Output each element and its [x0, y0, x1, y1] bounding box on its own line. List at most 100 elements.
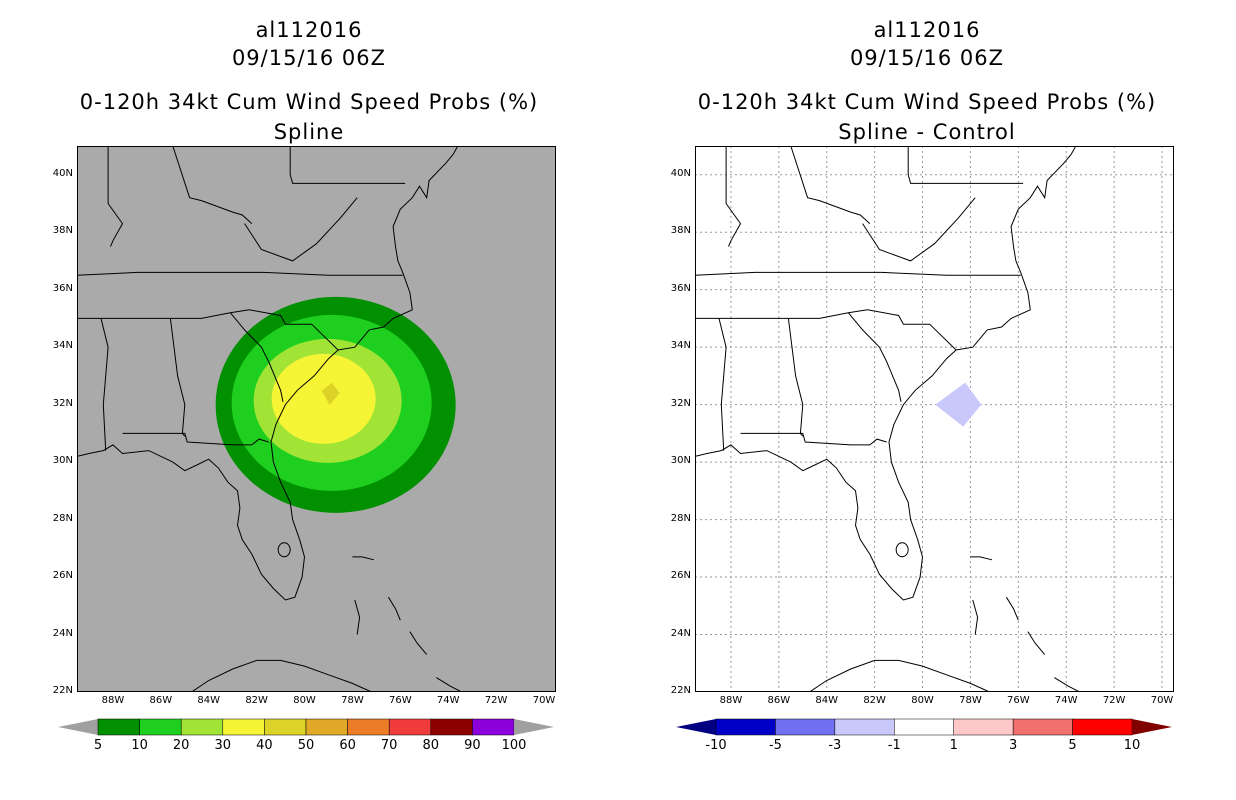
lon-tick-label: 78W — [959, 695, 982, 706]
bahamas-island — [436, 677, 463, 692]
cuba-coastline — [808, 659, 990, 692]
state-boundary — [787, 318, 804, 437]
lat-tick-label: 22N — [52, 685, 73, 696]
colorbar-label: 5 — [1068, 738, 1077, 753]
state-boundary — [725, 146, 742, 247]
probability-contour-40 — [321, 382, 340, 405]
state-boundary — [229, 312, 284, 402]
colorbar-label: -3 — [828, 738, 842, 753]
state-boundary — [100, 318, 109, 451]
colorbar-label: 20 — [172, 738, 190, 753]
colorbar-swatch — [715, 718, 776, 736]
forecast-datetime: 09/15/16 06Z — [231, 46, 387, 70]
lat-tick-label: 32N — [52, 397, 73, 409]
colorbar-swatch — [1072, 718, 1133, 736]
state-boundary — [77, 309, 250, 319]
colorbar-label: 5 — [93, 738, 103, 753]
grid-lines — [695, 146, 1174, 692]
colorbar-label: 40 — [256, 738, 273, 753]
colorbar-swatch — [97, 718, 140, 736]
colorbar-swatch — [264, 718, 307, 736]
colorbar-label: 10 — [1123, 738, 1141, 753]
state-boundary — [695, 271, 1021, 276]
lon-tick-label: 88W — [101, 695, 125, 706]
lat-tick-label: 40N — [52, 167, 73, 179]
lat-tick-label: 22N — [670, 685, 691, 696]
forecast-datetime: 09/15/16 06Z — [849, 46, 1005, 70]
state-boundary — [847, 312, 902, 402]
lon-tick-label: 80W — [293, 695, 316, 706]
product-title: 0-120h 34kt Cum Wind Speed Probs (%) — [697, 90, 1157, 114]
lat-tick-label: 26N — [52, 570, 73, 582]
lat-tick-label: 24N — [670, 627, 691, 639]
colorbar-right-arrow — [1132, 719, 1172, 735]
lon-tick-label: 84W — [815, 695, 839, 706]
colorbar-label: -10 — [705, 738, 727, 753]
lon-tick-label: 82W — [245, 695, 268, 706]
colorbar-swatch — [1012, 718, 1073, 736]
bahamas-island — [354, 599, 361, 635]
colorbar-label: 60 — [339, 738, 356, 753]
colorbar-label: 50 — [297, 738, 315, 753]
colorbar-label: 70 — [380, 738, 398, 753]
coastlines — [695, 146, 1081, 692]
map-frame — [695, 146, 1174, 692]
state-boundary — [107, 146, 124, 247]
lake-okeechobee — [277, 542, 291, 558]
colorbar-swatch — [834, 718, 895, 736]
map-frame — [77, 146, 556, 692]
colorbar-label: 80 — [422, 738, 440, 753]
colorbar-swatch — [180, 718, 224, 736]
difference-panel: al112016 09/15/16 06Z 0-120h 34kt Cum Wi… — [618, 0, 1236, 800]
colorbar-swatch — [953, 718, 1014, 736]
state-boundary — [790, 146, 871, 224]
bahamas-island — [352, 556, 375, 561]
lon-tick-label: 70W — [532, 695, 556, 706]
difference-map — [695, 146, 1174, 692]
colorbar-swatch — [388, 718, 432, 736]
state-boundary — [172, 146, 253, 224]
state-boundary — [122, 432, 269, 446]
colorbar-swatch — [139, 718, 182, 736]
colorbar-label: -1 — [887, 738, 901, 753]
colorbar-left-arrow — [676, 719, 716, 735]
colorbar-left-arrow — [58, 719, 98, 735]
lon-tick-label: 82W — [863, 695, 886, 706]
bahamas-island — [1027, 631, 1046, 655]
storm-id: al112016 — [873, 18, 981, 42]
bahamas-island — [409, 631, 428, 655]
lat-tick-label: 34N — [52, 340, 73, 352]
lat-tick-label: 30N — [670, 455, 691, 467]
difference-colorbar — [676, 718, 1172, 740]
state-boundary — [718, 318, 727, 451]
lon-tick-label: 86W — [767, 695, 791, 706]
probability-map — [77, 146, 556, 692]
lat-tick-label: 36N — [52, 282, 73, 294]
lat-tick-label: 28N — [670, 512, 691, 524]
state-boundary — [907, 146, 1024, 184]
lon-tick-label: 86W — [149, 695, 173, 706]
colorbar-swatch — [347, 718, 390, 736]
map-background — [695, 146, 1174, 692]
lon-tick-label: 88W — [719, 695, 743, 706]
colorbar-label: 1 — [949, 738, 958, 753]
bahamas-island — [387, 596, 401, 621]
state-boundary — [169, 318, 186, 437]
lat-tick-label: 32N — [670, 397, 691, 409]
probability-colorbar — [58, 718, 554, 740]
state-boundary — [867, 309, 957, 351]
difference-area — [935, 382, 982, 427]
state-boundary — [244, 197, 358, 262]
probability-contour-30 — [271, 353, 376, 444]
coastlines — [77, 146, 463, 692]
bahamas-island — [1005, 596, 1019, 621]
colorbar-swatch — [894, 718, 954, 736]
colorbar-right-arrow — [514, 719, 554, 735]
state-boundary — [289, 146, 406, 184]
panel-subtitle: Spline — [273, 120, 345, 144]
lon-tick-label: 80W — [911, 695, 934, 706]
colorbar-swatch — [305, 718, 348, 736]
lon-tick-label: 72W — [484, 695, 508, 706]
lon-tick-label: 70W — [1150, 695, 1174, 706]
state-boundary — [695, 309, 868, 319]
